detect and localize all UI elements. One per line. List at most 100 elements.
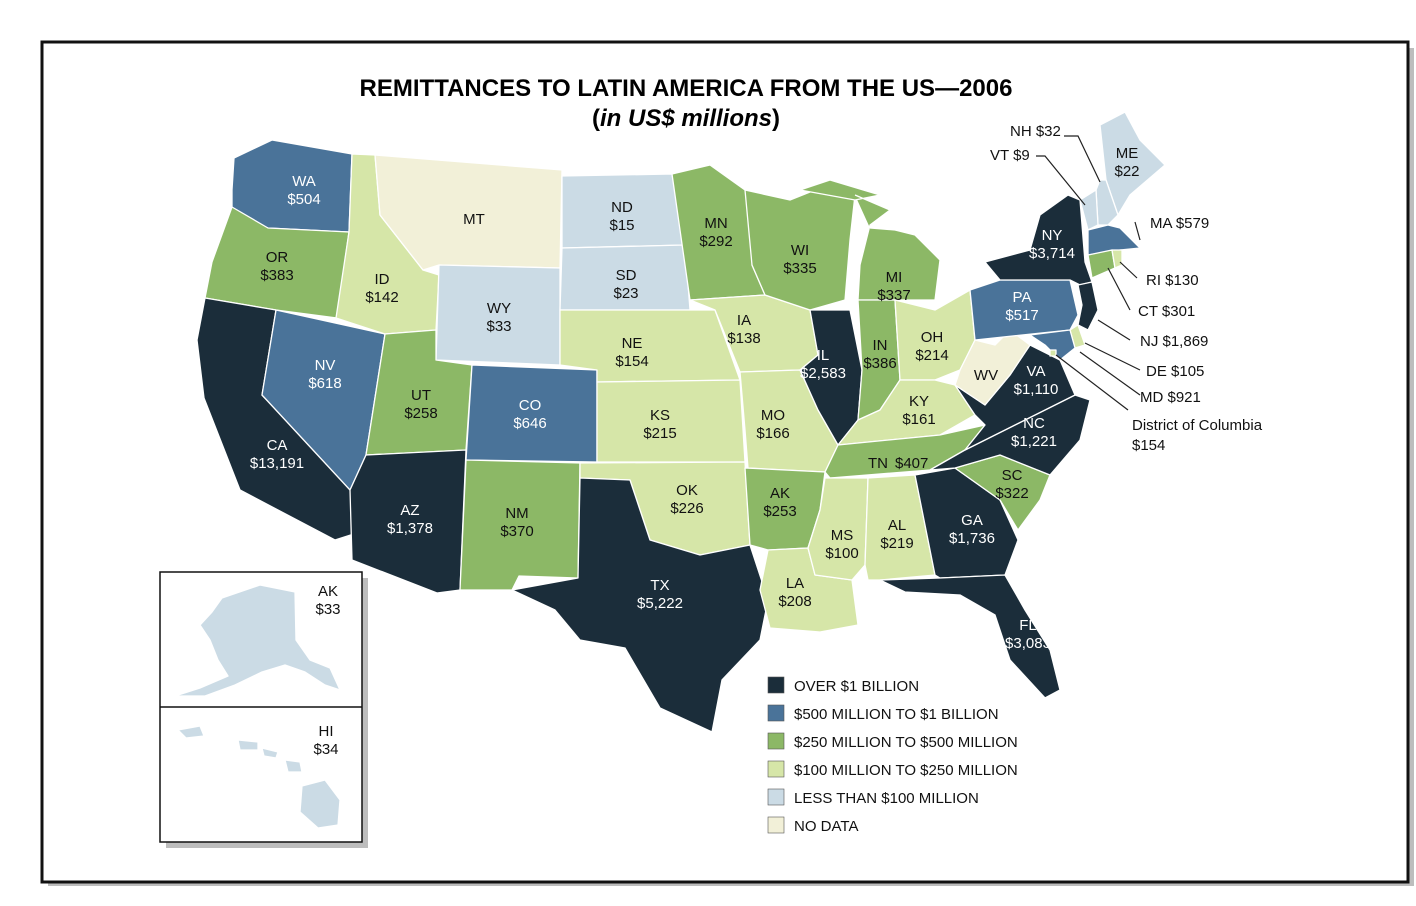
label-in-value: $386 [863, 355, 896, 372]
label-mn: MN$292 [699, 215, 732, 250]
label-ms-value: $100 [825, 545, 858, 562]
label-hi-value: $34 [313, 741, 338, 758]
label-ga: GA$1,736 [949, 512, 995, 547]
leader-ri [1119, 261, 1138, 279]
label-ok: OK$226 [670, 482, 703, 517]
label-az-value: $1,378 [387, 520, 433, 537]
label-ar-abbr: AK [770, 485, 790, 502]
label-tx-value: $5,222 [637, 595, 683, 612]
label-il-abbr: IL [817, 347, 830, 364]
label-me-value: $22 [1114, 163, 1139, 180]
label-pa-value: $517 [1005, 307, 1038, 324]
label-oh-abbr: OH [921, 329, 944, 346]
state-dc [1049, 349, 1057, 357]
state-tx [511, 477, 769, 733]
label-la: LA$208 [778, 575, 811, 610]
label-fl-value: $3,083 [1005, 635, 1051, 652]
label-nv-value: $618 [308, 375, 341, 392]
leader-dc [1055, 354, 1129, 411]
label-wi-abbr: WI [791, 242, 809, 259]
callout-leaders [1036, 135, 1141, 411]
label-in: IN$386 [863, 337, 896, 372]
label-or-abbr: OR [266, 249, 289, 266]
leader-de [1084, 342, 1141, 371]
label-nc: NC$1,221 [1011, 415, 1057, 450]
label-ne: NE$154 [615, 335, 648, 370]
label-pa: PA$517 [1005, 289, 1038, 324]
label-ar-value: $253 [763, 503, 796, 520]
label-al-abbr: AL [888, 517, 906, 534]
callout-ct: CT $301 [1138, 303, 1195, 320]
label-tx: TX$5,222 [637, 577, 683, 612]
subtitle-italic: in US$ millions [600, 105, 772, 132]
map-legend: OVER $1 BILLION $500 MILLION TO $1 BILLI… [767, 676, 1018, 835]
label-sd-value: $23 [613, 285, 638, 302]
label-ks-value: $215 [643, 425, 676, 442]
label-ak-value: $33 [315, 601, 340, 618]
state-fl [879, 574, 1061, 699]
state-ks [596, 379, 746, 463]
label-fl: FL$3,083 [1005, 617, 1051, 652]
label-va-abbr: VA [1027, 363, 1046, 380]
state-wv [954, 329, 1031, 406]
state-or [204, 206, 350, 319]
label-or-value: $383 [260, 267, 293, 284]
label-sd-abbr: SD [616, 267, 637, 284]
legend-swatch-500m-1b [767, 704, 785, 722]
label-sc-abbr: SC [1002, 467, 1023, 484]
state-ny [984, 194, 1093, 286]
label-mo-abbr: MO [761, 407, 785, 424]
leader-ma [1134, 221, 1141, 241]
label-hi-abbr: HI [319, 723, 334, 740]
label-ia: IA$138 [727, 312, 760, 347]
label-wy-abbr: WY [487, 300, 511, 317]
label-oh: OH$214 [915, 329, 948, 364]
label-ca: CA$13,191 [250, 437, 304, 472]
label-ky-value: $161 [902, 411, 935, 428]
legend-swatch-100m-250m [767, 760, 785, 778]
label-va: VA$1,110 [1014, 363, 1059, 398]
callout-ri: RI $130 [1146, 272, 1199, 289]
label-ms-abbr: MS [831, 527, 854, 544]
label-nd-abbr: ND [611, 199, 633, 216]
label-ms: MS$100 [825, 527, 858, 562]
label-ny-abbr: NY [1042, 227, 1063, 244]
label-al-value: $219 [880, 535, 913, 552]
label-mn-value: $292 [699, 233, 732, 250]
leader-nj [1097, 319, 1131, 341]
label-mo-value: $166 [756, 425, 789, 442]
leader-vt [1036, 155, 1086, 206]
state-nj [1077, 281, 1099, 331]
label-tn: TN $407 [868, 455, 928, 472]
label-nc-value: $1,221 [1011, 433, 1057, 450]
label-ut-value: $258 [404, 405, 437, 422]
state-md [1029, 329, 1076, 361]
label-wi: WI$335 [783, 242, 816, 277]
label-nc-abbr: NC [1023, 415, 1045, 432]
label-fl-abbr: FL [1019, 617, 1037, 634]
label-ky: KY$161 [902, 393, 935, 428]
legend-label-250m-500m: $250 MILLION TO $500 MILLION [794, 734, 1018, 751]
label-ia-value: $138 [727, 330, 760, 347]
label-or: OR$383 [260, 249, 293, 284]
subtitle-close: ) [772, 105, 780, 132]
state-wi [744, 187, 856, 311]
legend-label-under-100m: LESS THAN $100 MILLION [794, 790, 979, 807]
label-wa-value: $504 [287, 191, 320, 208]
label-nd: ND$15 [609, 199, 634, 234]
label-ga-abbr: GA [961, 512, 983, 529]
label-wa: WA$504 [287, 173, 320, 208]
map-subtitle: (in US$ millions) [592, 105, 780, 132]
label-la-value: $208 [778, 593, 811, 610]
alaska-hawaii-inset: AK $33 HI $34 [159, 571, 368, 848]
legend-swatch-250m-500m [767, 732, 785, 750]
label-ok-value: $226 [670, 500, 703, 517]
label-ia-abbr: IA [737, 312, 751, 329]
callout-dc-line1: District of Columbia [1132, 417, 1263, 434]
label-pa-abbr: PA [1013, 289, 1032, 306]
state-nc [929, 394, 1091, 476]
label-ca-abbr: CA [267, 437, 288, 454]
label-in-abbr: IN [873, 337, 888, 354]
label-ny: NY$3,714 [1029, 227, 1075, 262]
